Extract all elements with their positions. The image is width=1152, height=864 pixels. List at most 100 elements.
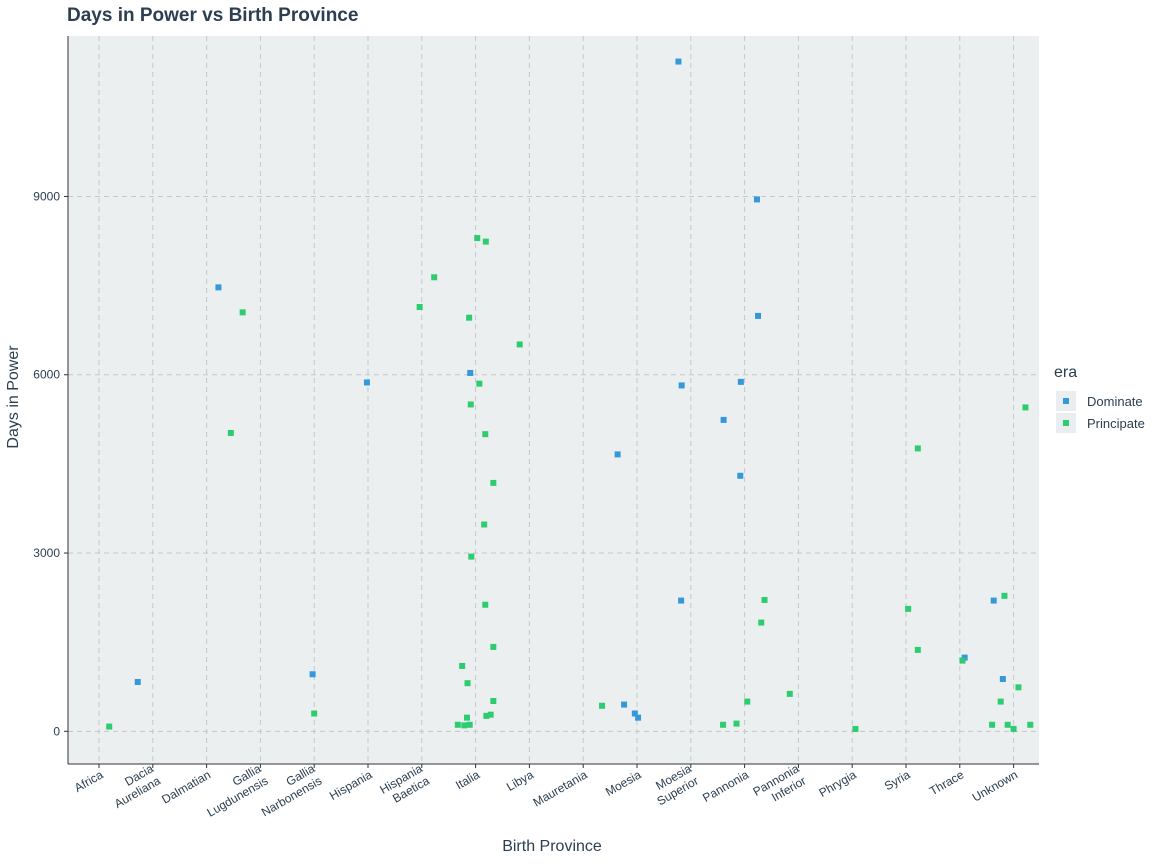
x-tick-label: Moesia: [603, 767, 644, 799]
legend-title: era: [1054, 364, 1078, 381]
data-point-principate: [733, 720, 740, 727]
legend: era Dominate Principate: [1054, 364, 1145, 434]
data-point-principate: [786, 690, 793, 697]
x-tick-label: HispaniaBaetica: [377, 761, 432, 809]
legend-label-principate: Principate: [1087, 415, 1145, 431]
data-point-principate: [914, 445, 921, 452]
x-tick-label: GalliaNarbonensis: [252, 761, 325, 819]
x-tick-label: Libya: [504, 767, 536, 794]
data-point-principate: [490, 479, 497, 486]
legend-item-dominate: Dominate: [1054, 390, 1145, 412]
x-tick-label: Africa: [72, 767, 106, 795]
data-point-principate: [761, 596, 768, 603]
y-tick-label: 3000: [33, 546, 60, 560]
x-tick-label: MoesiaSuperior: [648, 761, 702, 808]
y-tick-label: 9000: [33, 189, 60, 203]
data-point-principate: [482, 601, 489, 608]
data-point-principate: [483, 712, 490, 719]
data-point-principate: [1015, 684, 1022, 691]
data-point-principate: [599, 702, 606, 709]
data-point-principate: [466, 721, 473, 728]
data-point-dominate: [755, 312, 762, 319]
data-point-dominate: [737, 472, 744, 479]
x-tick-label: PannoniaInferior: [750, 761, 808, 811]
x-tick-label: Mauretania: [531, 767, 590, 809]
data-point-principate: [482, 431, 489, 438]
data-point-principate: [416, 303, 423, 310]
data-point-principate: [106, 723, 113, 730]
data-point-dominate: [309, 671, 316, 678]
data-point-principate: [490, 643, 497, 650]
data-point-principate: [481, 521, 488, 528]
x-tick-label: Phrygia: [816, 767, 859, 800]
x-tick-label: Italia: [453, 767, 482, 792]
x-tick-label: Dalmatian: [159, 767, 213, 806]
data-point-dominate: [753, 196, 760, 203]
data-point-principate: [959, 657, 966, 664]
data-point-dominate: [467, 369, 474, 376]
x-axis-label: Birth Province: [502, 838, 602, 855]
data-point-dominate: [737, 378, 744, 385]
legend-key-dominate: [1056, 391, 1076, 411]
data-point-principate: [461, 722, 468, 729]
data-point-principate: [914, 646, 921, 653]
data-point-dominate: [635, 714, 642, 721]
data-point-principate: [1010, 725, 1017, 732]
chart-title: Days in Power vs Birth Province: [67, 5, 359, 26]
x-tick-label: Pannonia: [700, 767, 751, 805]
y-tick-label: 0: [53, 724, 60, 738]
data-point-dominate: [363, 379, 370, 386]
y-axis-label: Days in Power: [5, 345, 22, 449]
x-tick-label: DaciaAureliana: [105, 761, 163, 811]
data-point-principate: [490, 698, 497, 705]
data-point-principate: [1022, 404, 1029, 411]
data-point-dominate: [675, 58, 682, 65]
x-tick-label: Syria: [882, 767, 913, 793]
data-point-principate: [311, 710, 318, 717]
data-point-principate: [466, 314, 473, 321]
data-point-dominate: [631, 710, 638, 717]
data-point-dominate: [678, 597, 685, 604]
data-point-dominate: [678, 382, 685, 389]
data-point-dominate: [621, 701, 628, 708]
legend-label-dominate: Dominate: [1087, 393, 1143, 409]
data-point-principate: [467, 401, 474, 408]
plot-panel: [68, 36, 1039, 764]
data-point-principate: [758, 619, 765, 626]
x-tick-label: Hispania: [327, 767, 375, 803]
data-point-principate: [1027, 721, 1034, 728]
y-tick-label: 6000: [33, 368, 60, 382]
data-point-principate: [459, 662, 466, 669]
data-point-principate: [1001, 592, 1008, 599]
data-point-dominate: [215, 284, 222, 291]
data-point-principate: [227, 429, 234, 436]
data-point-principate: [454, 721, 461, 728]
data-point-dominate: [134, 678, 141, 685]
data-point-principate: [516, 341, 523, 348]
data-point-principate: [720, 721, 727, 728]
data-point-dominate: [999, 676, 1006, 683]
data-point-principate: [744, 698, 751, 705]
data-point-principate: [476, 380, 483, 387]
data-point-principate: [468, 553, 475, 560]
data-point-principate: [989, 721, 996, 728]
data-point-principate: [487, 711, 494, 718]
data-point-principate: [464, 680, 471, 687]
data-point-principate: [463, 714, 470, 721]
x-tick-label: Thrace: [927, 767, 967, 798]
data-point-dominate: [990, 597, 997, 604]
data-point-principate: [852, 725, 859, 732]
data-point-principate: [905, 605, 912, 612]
data-point-dominate: [614, 451, 621, 458]
data-point-principate: [474, 235, 481, 242]
x-tick-label: Unknown: [970, 767, 1020, 804]
data-point-principate: [239, 309, 246, 316]
data-point-principate: [997, 698, 1004, 705]
data-point-principate: [482, 238, 489, 245]
data-point-principate: [431, 274, 438, 281]
x-tick-label: GalliaLugdunensis: [197, 761, 270, 819]
legend-item-principate: Principate: [1054, 412, 1145, 434]
legend-key-principate: [1056, 413, 1076, 433]
